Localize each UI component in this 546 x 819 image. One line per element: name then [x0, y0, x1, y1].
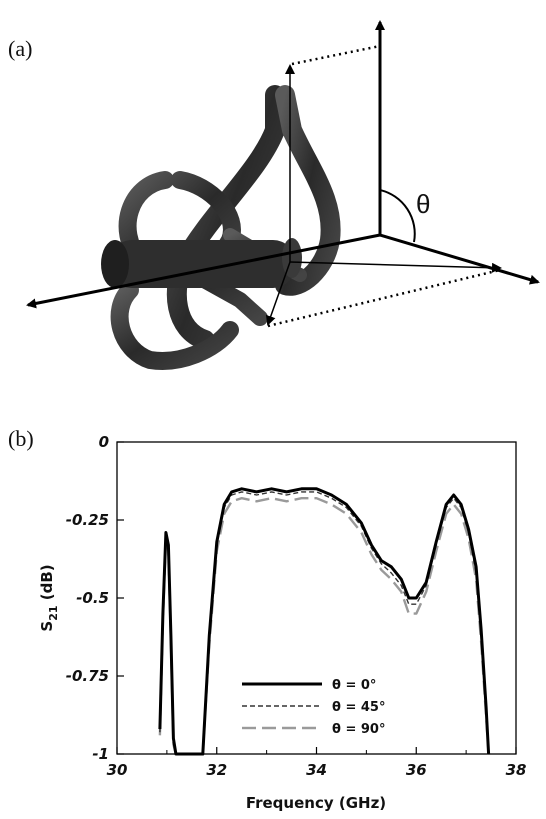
x-tick-label: 34	[306, 761, 327, 779]
legend-label-2: θ = 90°	[332, 722, 385, 737]
y-axis-title: S21 (dB)	[38, 564, 60, 631]
central-cylinder	[101, 238, 302, 288]
theta-arc	[379, 189, 416, 243]
x-tick-label: 38	[506, 761, 527, 779]
y-tick-label: 0	[99, 433, 109, 451]
svg-text:S21 (dB): S21 (dB)	[38, 564, 60, 631]
y-axis: 0 -0.25 -0.5 -0.75 -1	[66, 433, 124, 763]
panel-b-label: (b)	[8, 426, 34, 451]
y-tick-label: -1	[92, 745, 109, 763]
legend: θ = 0° θ = 45° θ = 90°	[242, 678, 385, 737]
field-vectors	[265, 64, 502, 326]
structure-illustration: θ	[26, 20, 540, 370]
x-tick-label: 32	[206, 761, 227, 779]
plot-area	[158, 487, 491, 756]
x-tick-label: 36	[406, 761, 427, 779]
x-tick-label: 30	[107, 761, 128, 779]
y-tick-label: -0.5	[76, 589, 109, 607]
y-tick-label: -0.75	[66, 667, 109, 685]
x-axis-title: Frequency (GHz)	[246, 794, 386, 812]
projection-lines	[267, 44, 501, 328]
legend-label-1: θ = 45°	[332, 700, 385, 715]
theta-symbol: θ	[416, 189, 430, 219]
panel-a-label: (a)	[8, 36, 33, 61]
coordinate-axes	[26, 20, 540, 309]
series-line-2	[158, 497, 490, 756]
y-axis-title-sub: 21	[47, 605, 60, 620]
y-axis-title-main: S	[38, 621, 56, 632]
series-line-0	[158, 487, 491, 756]
legend-label-0: θ = 0°	[332, 678, 376, 693]
y-tick-label: -0.25	[66, 511, 109, 529]
x-axis: 30 32 34 36 38	[107, 747, 527, 779]
y-axis-title-unit: (dB)	[38, 564, 56, 605]
